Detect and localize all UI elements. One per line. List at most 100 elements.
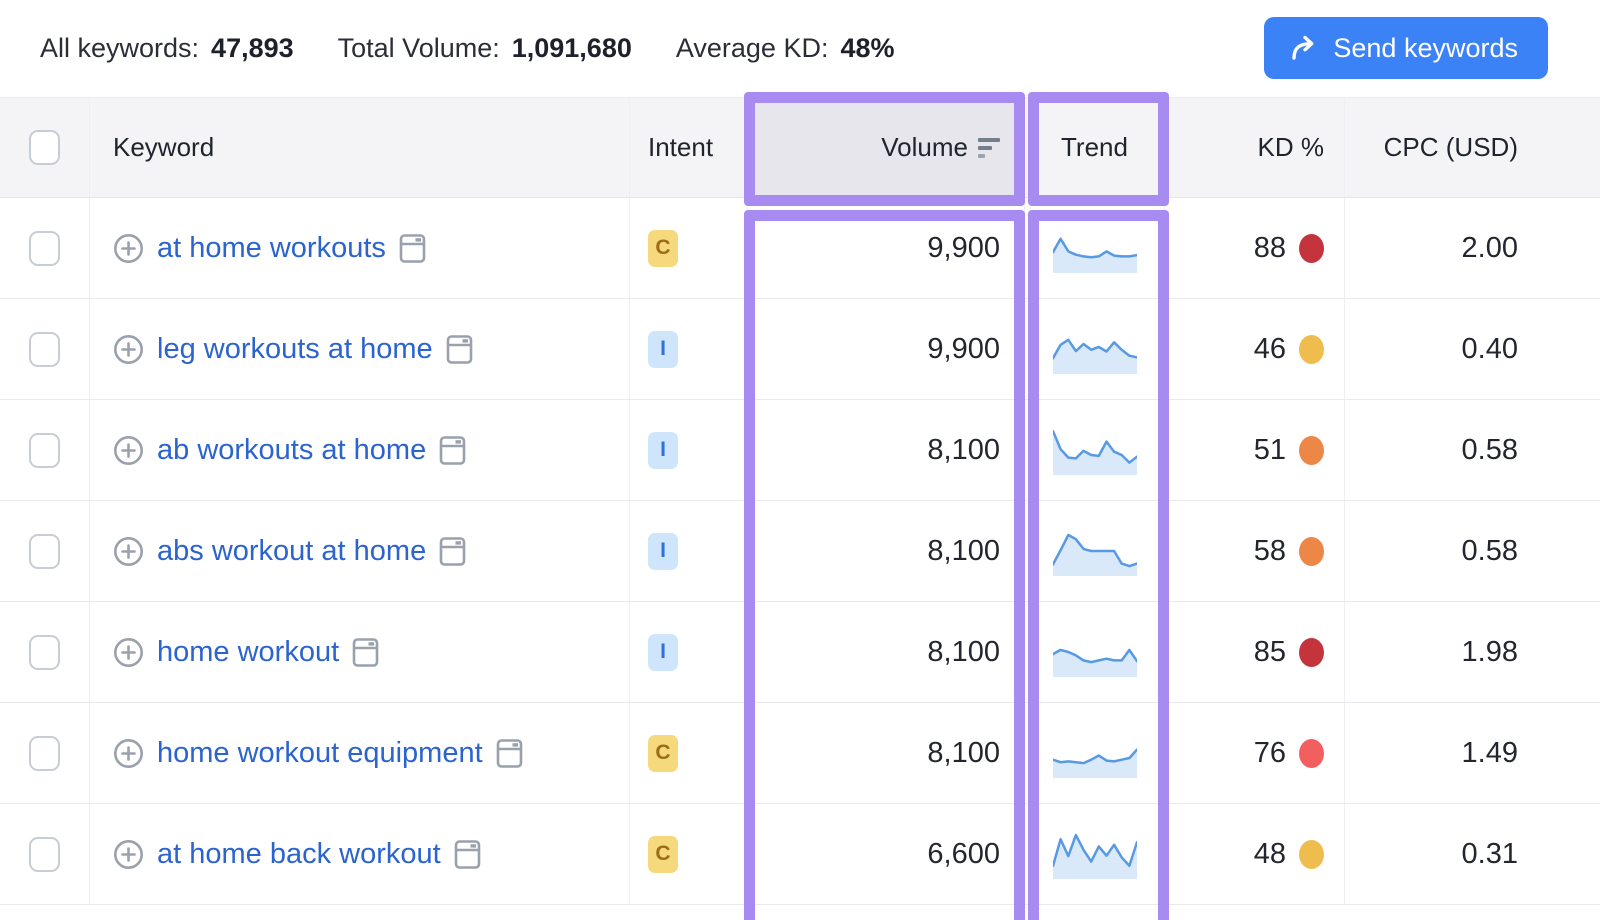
header-checkbox-cell [0,98,90,197]
trend-column-header: Trend [1025,98,1165,197]
keyword-cell: leg workouts at home [90,299,630,399]
volume-cell: 9,900 [748,299,1025,399]
summary-bar: All keywords: 47,893 Total Volume: 1,091… [0,0,1600,97]
kd-value: 46 [1253,332,1286,365]
keyword-link[interactable]: home workout [157,635,340,668]
volume-cell: 8,100 [748,602,1025,702]
kd-value: 51 [1253,433,1286,466]
intent-badge: C [648,229,678,267]
kd-difficulty-dot [1299,536,1324,566]
kd-difficulty-dot [1299,637,1324,667]
cpc-cell: 0.40 [1345,299,1600,399]
row-checkbox[interactable] [29,634,60,670]
volume-value: 6,600 [927,837,1000,870]
kd-cell: 48 [1165,804,1345,904]
intent-badge: C [648,734,678,772]
trend-sparkline [1052,728,1137,778]
cpc-value: 1.49 [1461,736,1518,769]
volume-cell: 8,100 [748,501,1025,601]
all-keywords-value: 47,893 [211,33,294,63]
kd-cell: 58 [1165,501,1345,601]
all-keywords-label: All keywords: [40,33,200,63]
volume-value: 8,100 [927,534,1000,567]
kd-header-label: KD % [1257,132,1324,162]
trend-cell [1025,703,1165,803]
add-keyword-icon[interactable] [113,435,144,466]
keyword-link[interactable]: abs workout at home [157,534,427,567]
intent-badge: I [648,532,678,570]
trend-cell [1025,299,1165,399]
select-all-checkbox[interactable] [29,130,60,165]
intent-badge: C [648,835,678,873]
table-body: at home workouts C 9,900 88 2.00 [0,198,1600,905]
row-checkbox[interactable] [29,331,60,367]
serp-features-icon[interactable] [439,536,466,567]
cpc-cell: 1.98 [1345,602,1600,702]
volume-value: 8,100 [927,433,1000,466]
all-keywords-stat: All keywords: 47,893 [40,33,294,64]
total-volume-value: 1,091,680 [511,33,632,63]
kd-difficulty-dot [1299,334,1324,364]
cpc-value: 0.40 [1461,332,1518,365]
kd-value: 76 [1253,736,1286,769]
intent-cell: I [630,602,748,702]
volume-cell: 6,600 [748,804,1025,904]
kd-cell: 85 [1165,602,1345,702]
add-keyword-icon[interactable] [113,839,144,870]
add-keyword-icon[interactable] [113,334,144,365]
volume-value: 8,100 [927,736,1000,769]
keyword-link[interactable]: leg workouts at home [157,332,433,365]
average-kd-label: Average KD: [675,33,829,63]
kd-column-header[interactable]: KD % [1165,98,1345,197]
cpc-value: 0.58 [1461,433,1518,466]
cpc-value: 0.58 [1461,534,1518,567]
volume-header-label: Volume [881,132,968,162]
volume-value: 9,900 [927,332,1000,365]
trend-cell [1025,400,1165,500]
row-checkbox[interactable] [29,735,60,771]
add-keyword-icon[interactable] [113,637,144,668]
keyword-cell: ab workouts at home [90,400,630,500]
serp-features-icon[interactable] [352,637,379,668]
intent-badge: I [648,431,678,469]
serp-features-icon[interactable] [454,839,481,870]
intent-header-label: Intent [648,132,714,162]
keyword-link[interactable]: at home back workout [157,837,441,870]
sort-descending-icon [978,137,1000,158]
serp-features-icon[interactable] [439,435,466,466]
row-checkbox[interactable] [29,836,60,872]
add-keyword-icon[interactable] [113,233,144,264]
volume-cell: 8,100 [748,703,1025,803]
volume-cell: 8,100 [748,400,1025,500]
keyword-column-header: Keyword [90,98,630,197]
cpc-column-header[interactable]: CPC (USD) [1345,98,1600,197]
cpc-cell: 2.00 [1345,198,1600,298]
table-row: home workout equipment C 8,100 76 1.49 [0,703,1600,804]
add-keyword-icon[interactable] [113,536,144,567]
table-row: at home workouts C 9,900 88 2.00 [0,198,1600,299]
kd-cell: 51 [1165,400,1345,500]
row-checkbox-cell [0,804,90,904]
row-checkbox-cell [0,703,90,803]
keyword-cell: home workout [90,602,630,702]
serp-features-icon[interactable] [399,233,426,264]
add-keyword-icon[interactable] [113,738,144,769]
cpc-cell: 0.58 [1345,501,1600,601]
keyword-link[interactable]: ab workouts at home [157,433,427,466]
trend-sparkline [1052,526,1137,576]
row-checkbox[interactable] [29,432,60,468]
send-keywords-button[interactable]: Send keywords [1264,17,1548,79]
total-volume-label: Total Volume: [337,33,500,63]
serp-features-icon[interactable] [496,738,523,769]
kd-cell: 88 [1165,198,1345,298]
kd-value: 88 [1253,231,1286,264]
row-checkbox[interactable] [29,533,60,569]
serp-features-icon[interactable] [446,334,473,365]
volume-column-header[interactable]: Volume [748,98,1025,197]
cpc-header-label: CPC (USD) [1383,132,1518,162]
keyword-cell: at home back workout [90,804,630,904]
kd-value: 58 [1253,534,1286,567]
row-checkbox[interactable] [29,230,60,266]
keyword-link[interactable]: home workout equipment [157,736,483,769]
keyword-link[interactable]: at home workouts [157,231,386,264]
